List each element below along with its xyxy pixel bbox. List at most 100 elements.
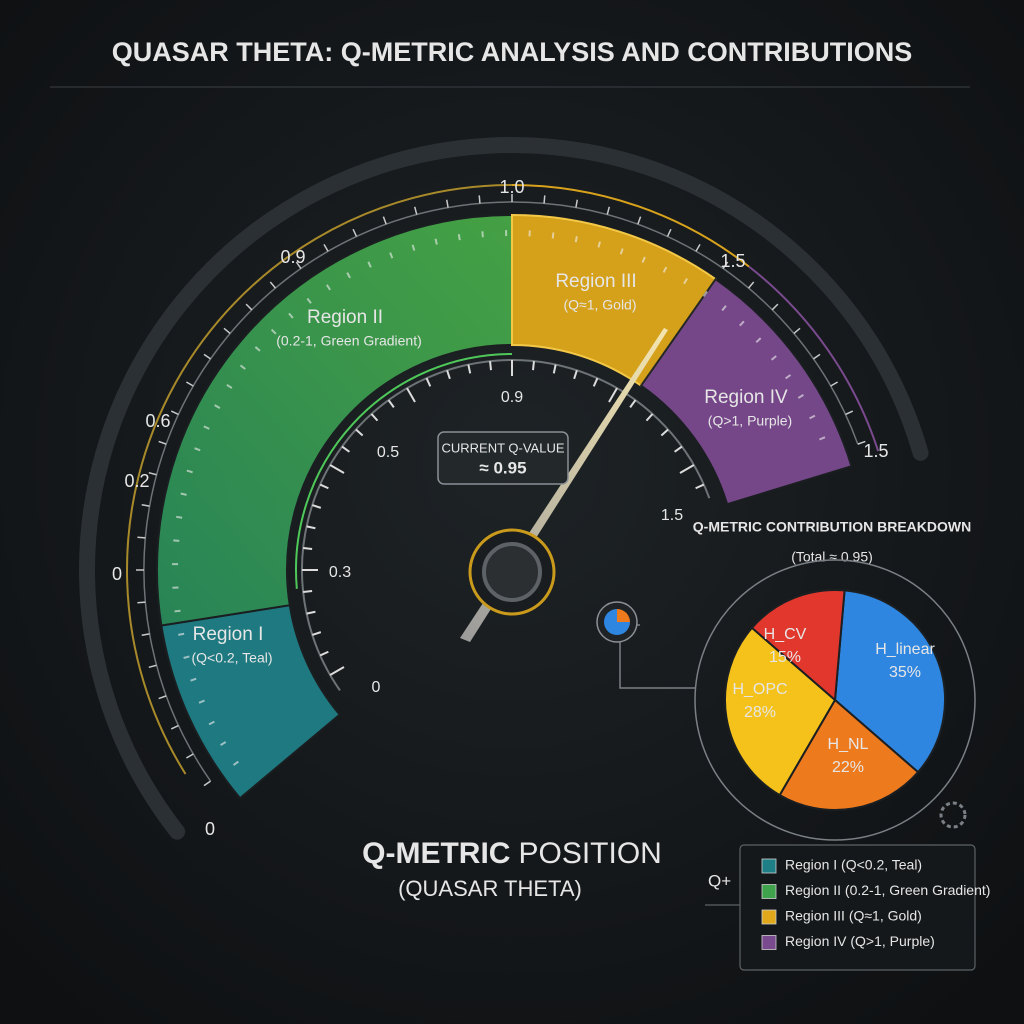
region-note: (Q>1, Purple) [708, 413, 792, 429]
inner-tick [303, 590, 313, 593]
band-tick [186, 469, 193, 474]
band-tick [288, 312, 294, 319]
band-tick [641, 256, 646, 263]
slice-name: H_CV [764, 626, 807, 643]
inner-tick [319, 650, 329, 657]
band-tick [367, 261, 372, 268]
band-tick [183, 655, 190, 659]
inner-tick [573, 369, 578, 380]
outer-tick [813, 353, 821, 360]
outer-tick [245, 303, 253, 311]
legend-swatch [761, 935, 777, 950]
current-label: CURRENT Q-VALUE [441, 440, 564, 455]
pie-slice [724, 626, 837, 797]
band-tick [411, 244, 416, 251]
inner-tick [608, 387, 618, 403]
scale-label: 1.0 [499, 177, 524, 197]
band-tick [770, 355, 777, 361]
gauge-caption: Q-METRIC POSITION [362, 837, 662, 870]
inner-tick [592, 377, 599, 387]
pie-slice [750, 589, 846, 703]
outer-tick [269, 281, 277, 289]
band-tick [739, 320, 745, 327]
scale-label: 0.9 [280, 247, 305, 267]
band-tick [174, 609, 181, 613]
caption-bold: Q-METRIC [362, 837, 510, 870]
band-tick [785, 374, 792, 380]
band-tick [214, 404, 221, 409]
inner-tick [303, 547, 313, 550]
inner-tick [552, 364, 557, 374]
outer-tick [323, 243, 329, 252]
band-tick [551, 232, 555, 239]
inner-tick [489, 361, 492, 371]
band-tick [434, 238, 438, 245]
current-value: ≈ 0.95 [479, 458, 526, 477]
legend-swatch [761, 858, 777, 874]
band-tick [481, 231, 484, 238]
region-note: (Q≈1, Gold) [563, 297, 636, 313]
inner-tick [425, 377, 432, 387]
inner-tick [319, 483, 329, 490]
scale-label: 0.2 [124, 471, 149, 491]
band-tick [346, 272, 351, 279]
outer-tick [478, 195, 481, 204]
slice-name: H_NL [828, 736, 869, 753]
region-name: Region IV [704, 387, 788, 408]
outer-tick [158, 695, 167, 700]
inner-scale-label: 0 [372, 679, 381, 696]
region-name: Region II [307, 307, 383, 328]
outer-tick [695, 243, 701, 252]
band-tick [226, 383, 233, 389]
inner-scale-label: 0.9 [501, 389, 523, 406]
band-tick [306, 297, 312, 304]
band-tick [702, 290, 708, 297]
outer-tick [793, 327, 801, 335]
legend-item: Region IV (Q>1, Purple) [785, 933, 935, 949]
band-tick [198, 699, 205, 704]
inner-tick [306, 525, 316, 530]
inner-tick [645, 413, 654, 422]
inner-tick [660, 428, 669, 437]
outer-tick [830, 381, 839, 387]
scale-ring [143, 201, 859, 782]
mini-pie-a [617, 609, 630, 622]
scale-label: 0 [112, 564, 122, 584]
outer-tick [445, 199, 449, 208]
outer-tick [845, 410, 854, 416]
slice-value: 28% [744, 704, 776, 721]
band-tick [662, 266, 668, 273]
inner-tick [629, 399, 637, 408]
outer-tick [722, 261, 729, 269]
outer-tick [170, 724, 179, 730]
inner-tick [311, 504, 322, 509]
region-note: (Q<0.2, Teal) [191, 650, 272, 666]
band-tick [176, 515, 183, 519]
outer-tick [295, 261, 302, 269]
region-name: Region III [555, 271, 636, 292]
band-tick [203, 425, 210, 430]
inner-tick [674, 445, 683, 453]
scale-label: 0 [205, 819, 215, 839]
outer-tick [857, 440, 866, 445]
outer-tick [413, 206, 418, 215]
outer-tick [606, 206, 611, 215]
inner-tick [532, 361, 535, 371]
outer-tick [575, 199, 579, 208]
outer-ring [79, 137, 929, 840]
band-tick [574, 236, 578, 243]
band-tick [190, 677, 197, 682]
legend-item: Region I (Q<0.2, Teal) [785, 857, 922, 873]
band-tick [178, 632, 185, 636]
slice-name: H_linear [875, 641, 935, 658]
inner-tick [446, 369, 451, 380]
inner-tick [370, 413, 379, 422]
hub [482, 542, 542, 602]
outer-tick [137, 536, 146, 539]
outer-tick [771, 303, 779, 311]
gauge-subcaption: (QUASAR THETA) [398, 876, 582, 901]
band-tick [797, 394, 804, 399]
region-band [639, 277, 853, 506]
outer-tick [382, 216, 387, 225]
